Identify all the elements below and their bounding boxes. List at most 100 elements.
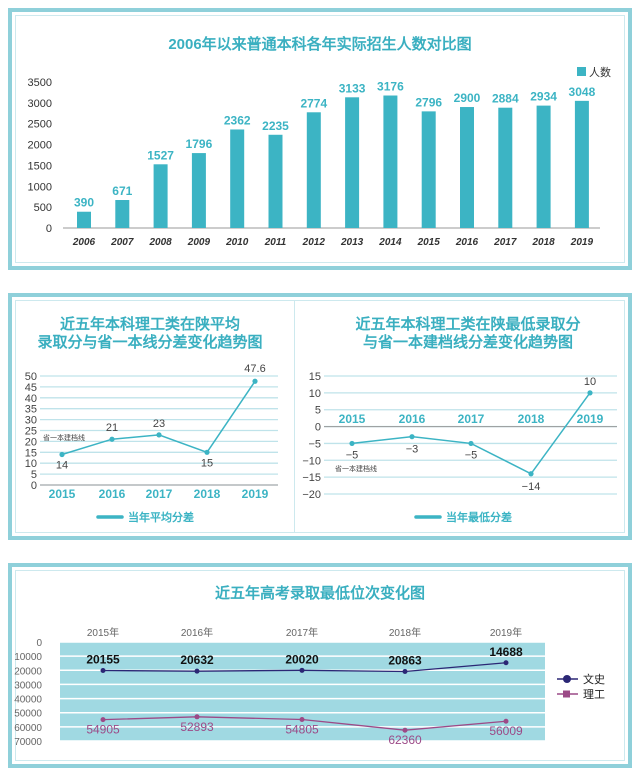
data-label: 2774 xyxy=(300,96,327,110)
x-tick-label: 2017 xyxy=(146,487,173,501)
x-tick-label: 2015年 xyxy=(87,626,119,639)
x-tick-label: 2016 xyxy=(455,237,479,248)
chart-title: 与省一本建档线分差变化趋势图 xyxy=(363,333,573,351)
data-label: 2796 xyxy=(415,95,442,109)
data-point xyxy=(503,660,509,666)
x-tick-label: 2016 xyxy=(399,412,426,426)
data-point xyxy=(59,451,65,458)
bar xyxy=(230,129,245,228)
y-tick-label: 50 xyxy=(25,371,37,383)
bar xyxy=(115,200,130,228)
data-label: 2884 xyxy=(492,92,519,106)
legend-label: 人数 xyxy=(589,66,611,79)
data-label: 390 xyxy=(74,196,94,210)
x-tick-label: 2019年 xyxy=(490,626,522,639)
legend-marker xyxy=(563,675,571,683)
y-tick-label: 15 xyxy=(25,447,37,459)
x-tick-label: 2018 xyxy=(518,412,545,426)
x-tick-label: 2010 xyxy=(225,237,249,248)
x-tick-label: 2015 xyxy=(49,487,76,501)
data-point xyxy=(204,449,210,455)
y-tick-label: 20000 xyxy=(14,666,42,677)
x-tick-label: 2017 xyxy=(458,412,485,426)
y-tick-label: −5 xyxy=(308,438,321,450)
bar xyxy=(421,111,436,228)
data-label: 3048 xyxy=(569,85,596,99)
data-label: 1527 xyxy=(147,148,174,162)
y-tick-label: 60000 xyxy=(14,723,42,734)
bar xyxy=(268,134,283,228)
y-tick-label: 45 xyxy=(25,382,37,394)
data-label: −5 xyxy=(465,449,478,461)
bar xyxy=(345,97,360,228)
bar xyxy=(498,107,513,228)
data-label: 10 xyxy=(584,376,596,388)
legend-label: 文史 xyxy=(583,672,605,686)
data-point xyxy=(349,440,355,447)
x-tick-label: 2017年 xyxy=(286,626,318,639)
y-tick-label: 0 xyxy=(46,223,52,235)
x-tick-label: 2017 xyxy=(493,237,517,248)
data-point xyxy=(156,432,162,438)
data-label: −14 xyxy=(522,481,541,493)
data-point xyxy=(503,718,509,724)
chart-title: 近五年高考录取最低位次变化图 xyxy=(215,584,425,602)
data-point xyxy=(299,717,305,723)
y-tick-label: 30000 xyxy=(14,680,42,691)
y-tick-label: 5 xyxy=(31,469,37,481)
data-label: −5 xyxy=(346,449,359,461)
y-tick-label: 2500 xyxy=(28,119,52,131)
data-label: 52893 xyxy=(180,720,214,734)
x-tick-label: 2006 xyxy=(72,237,96,248)
y-tick-label: 0 xyxy=(31,480,37,492)
data-point xyxy=(468,440,474,447)
y-tick-label: 35 xyxy=(25,404,37,416)
data-label: 2934 xyxy=(530,90,557,104)
x-tick-label: 2013 xyxy=(340,237,364,248)
y-tick-label: 10000 xyxy=(14,652,42,663)
x-tick-label: 2019 xyxy=(577,412,604,426)
annotation: 省一本建档线 xyxy=(335,464,377,473)
series-line xyxy=(351,392,591,475)
bar xyxy=(77,211,91,228)
bar xyxy=(460,107,474,228)
chart-title: 录取分与省一本线分差变化趋势图 xyxy=(37,333,262,351)
data-point xyxy=(109,436,115,442)
data-label: 671 xyxy=(112,184,132,198)
y-tick-label: 20 xyxy=(25,436,37,448)
data-label: 62360 xyxy=(388,733,422,747)
data-label: 54905 xyxy=(86,723,120,737)
y-tick-label: 3000 xyxy=(28,98,52,110)
data-point xyxy=(402,669,408,675)
data-label: 14688 xyxy=(489,645,523,659)
y-tick-label: 2000 xyxy=(28,140,52,152)
legend-marker xyxy=(563,690,570,698)
data-point xyxy=(252,378,258,384)
y-tick-label: 15 xyxy=(309,371,321,383)
data-point xyxy=(409,434,415,440)
data-label: 54805 xyxy=(285,723,319,737)
data-label: −3 xyxy=(406,444,419,456)
data-point xyxy=(402,727,408,733)
y-tick-label: −15 xyxy=(302,472,321,484)
x-tick-label: 2015 xyxy=(339,412,366,426)
x-tick-label: 2011 xyxy=(264,237,287,248)
x-tick-label: 2019 xyxy=(570,237,594,248)
data-point xyxy=(194,668,200,674)
legend-label: 当年最低分差 xyxy=(446,510,512,524)
x-tick-label: 2015 xyxy=(417,237,441,248)
x-tick-label: 2018 xyxy=(531,237,555,248)
y-tick-label: 0 xyxy=(36,638,42,649)
data-label: 2362 xyxy=(224,113,251,127)
y-tick-label: −20 xyxy=(302,489,321,501)
y-tick-label: 10 xyxy=(309,388,321,400)
y-tick-label: 1000 xyxy=(28,181,52,193)
y-tick-label: 40 xyxy=(25,393,37,405)
x-tick-label: 2016年 xyxy=(181,626,213,639)
data-point xyxy=(587,390,593,396)
data-label: 3176 xyxy=(377,80,404,94)
bar xyxy=(536,105,551,228)
bar xyxy=(191,153,206,228)
y-tick-label: −10 xyxy=(302,455,321,467)
